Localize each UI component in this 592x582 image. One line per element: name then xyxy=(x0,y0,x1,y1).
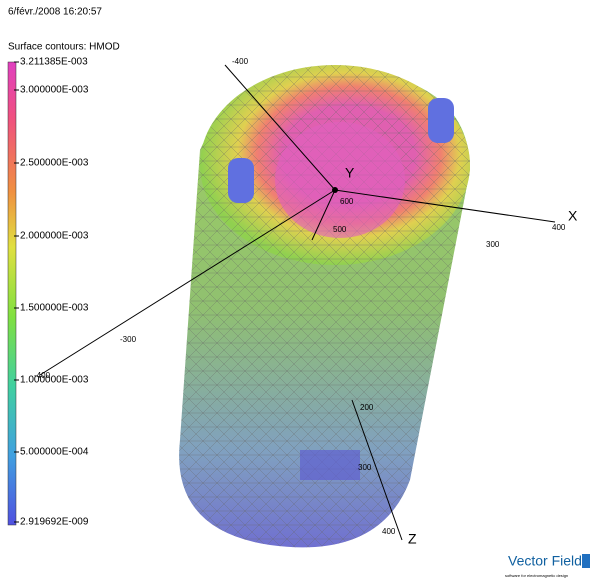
legend-title: Surface contours: HMOD xyxy=(8,42,120,53)
legend-label: 5.000000E-004 xyxy=(20,447,89,458)
axis-label: 500 xyxy=(333,225,347,234)
legend-label: 2.500000E-003 xyxy=(20,158,89,169)
axis-label: -300 xyxy=(120,335,137,344)
axis-label: 300 xyxy=(358,463,372,472)
color-bar xyxy=(8,62,16,525)
axis-label: 400 xyxy=(552,223,566,232)
legend-label: 1.500000E-003 xyxy=(20,303,89,314)
legend-label: 2.919692E-009 xyxy=(20,517,89,528)
origin xyxy=(332,187,338,193)
legend-label: 3.000000E-003 xyxy=(20,85,89,96)
axis-label: -400 xyxy=(34,371,51,380)
axis-label: 300 xyxy=(486,240,500,249)
axis-label: -400 xyxy=(232,57,249,66)
axis-label: Y xyxy=(345,165,355,181)
axis-label: Z xyxy=(408,531,417,547)
legend-label: 3.211385E-003 xyxy=(20,57,88,68)
logo-tagline: software for electromagnetic design xyxy=(505,573,568,578)
cylinder xyxy=(179,65,470,547)
axis-label: 400 xyxy=(382,527,396,536)
axis-label: 200 xyxy=(360,403,374,412)
legend-label: 1.000000E-003 xyxy=(20,375,89,386)
screen: 6/févr./2008 16:20:57 Surface contours: … xyxy=(0,0,592,582)
axis-label: X xyxy=(568,208,578,224)
logo-name: Vector Fields xyxy=(508,553,589,569)
axis-label: 600 xyxy=(340,197,354,206)
timestamp: 6/févr./2008 16:20:57 xyxy=(8,7,102,18)
logo-icon xyxy=(582,554,590,568)
legend-label: 2.000000E-003 xyxy=(20,231,89,242)
